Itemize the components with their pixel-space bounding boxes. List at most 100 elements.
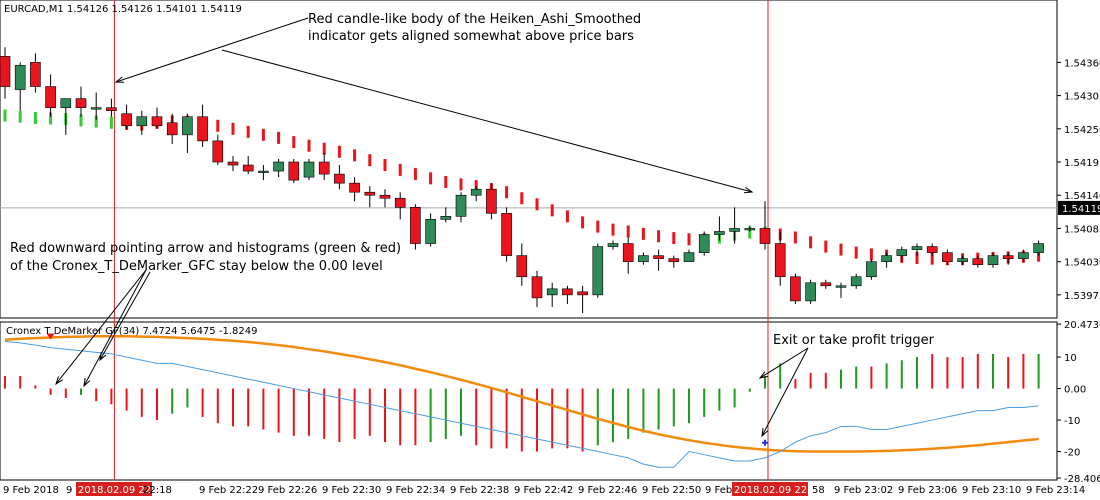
axis-layer: 1.54360 1.54305 1.54250 1.54195 1.54140 1.540… [3, 17, 1100, 496]
annotation-pointer [761, 347, 809, 437]
indicator-tick-label: 20.4736 [1064, 320, 1100, 331]
candle-body [288, 161, 300, 181]
heiken-ashi-bar [277, 131, 281, 144]
candle-body [349, 182, 360, 193]
price-tick-label: 1.54195 [1064, 158, 1100, 169]
time-tick-label: 9 Feb 23:06 [898, 485, 957, 496]
heiken-ashi-bar [687, 233, 691, 246]
price-tick-label: 1.54140 [1064, 191, 1100, 202]
annotation-demarker-line2: of the Cronex_T_DeMarker_GFC stay below … [10, 259, 383, 274]
annotation-arrowhead [743, 186, 754, 194]
candle-body [90, 107, 102, 110]
candle-body [926, 246, 938, 253]
candle-body [896, 249, 908, 256]
annotation-demarker-line1: Red downward pointing arrow and histogra… [10, 241, 401, 256]
demarker-main-line [4, 340, 1039, 468]
time-tick-label: 9 [66, 485, 72, 496]
candle-body [0, 56, 11, 87]
candle-body [698, 234, 710, 253]
heiken-ashi-bar [94, 115, 98, 128]
candle-body [942, 252, 953, 262]
candle-body [546, 288, 558, 296]
heiken-ashi-bar [368, 154, 372, 167]
indicator-tick-label: 0.00 [1064, 385, 1086, 396]
candle-body [486, 188, 497, 214]
candle-body [45, 86, 56, 108]
candle-body [455, 194, 467, 217]
heiken-ashi-bar [657, 230, 661, 243]
time-tick-label: 9 Feb 22:42 [514, 485, 573, 496]
candle-body [1002, 255, 1014, 259]
candle-body [622, 243, 634, 262]
heiken-ashi-bar [550, 204, 554, 217]
time-tick-label: 9 Feb 22:50 [642, 485, 701, 496]
candle-body [106, 107, 117, 111]
indicator-layer [4, 333, 1040, 468]
time-tick-label: 9 Feb 23:02 [834, 485, 893, 496]
candle-body [394, 197, 406, 208]
heiken-ashi-bar [459, 178, 463, 191]
heiken-ashi-bar [930, 252, 934, 265]
candle-body [607, 243, 619, 247]
candle-body [227, 161, 239, 166]
annotation-arrowhead [83, 378, 91, 388]
heiken-ashi-bar [398, 163, 402, 176]
cross-marker-icon [762, 439, 768, 446]
heiken-ashi-bar [18, 110, 22, 123]
candle-body [334, 173, 345, 184]
price-tick-label: 1.54030 [1064, 258, 1100, 269]
candle-body [410, 207, 421, 244]
heiken-ashi-bar [383, 159, 387, 172]
candle-body [790, 276, 801, 302]
time-tick-label: 9 Feb 22:38 [450, 485, 509, 496]
heiken-ashi-bar [49, 112, 53, 125]
annotation-pointer [221, 49, 753, 193]
time-tick-label: 9 Feb 22:22 [199, 485, 258, 496]
price-tick-label: 1.53975 [1064, 291, 1100, 302]
annotation-arrowhead [99, 352, 107, 362]
candle-body [531, 276, 543, 299]
candle-body [987, 255, 999, 265]
symbol-header: EURCAD,M1 1.54126 1.54126 1.54101 1.5411… [4, 4, 242, 15]
candle-body [744, 228, 756, 231]
heiken-ashi-bar [565, 210, 569, 223]
annotation-heiken-line2: indicator gets aligned somewhat above pr… [308, 29, 634, 44]
annotation-exit-trigger: Exit or take profit trigger [773, 333, 935, 348]
candle-body [881, 255, 892, 262]
heiken-ashi-bar [505, 186, 509, 199]
candle-body [136, 116, 148, 127]
time-marker-label: 2018.02.09 22:17 [78, 485, 167, 496]
heiken-ashi-bar [307, 139, 311, 152]
heiken-ashi-bar [231, 122, 235, 135]
candle-body [972, 258, 984, 265]
heiken-ashi-bar [353, 149, 357, 162]
indicator-header: Cronex T DeMarker GF(34) 7.4724 5.6475 -… [6, 326, 257, 337]
heiken-ashi-bar [337, 145, 341, 158]
heiken-ashi-bar [854, 246, 858, 259]
candle-body [759, 228, 771, 244]
heiken-ashi-bar [109, 116, 113, 129]
candle-body [729, 228, 740, 232]
annotation-pointer [55, 269, 147, 385]
candle-body [653, 255, 664, 259]
candle-body [273, 161, 284, 172]
heiken-ashi-bar [413, 168, 417, 181]
heiken-ashi-bar [520, 192, 524, 205]
candle-body [501, 213, 512, 256]
candle-body [197, 116, 208, 142]
heiken-ashi-bar [672, 232, 676, 245]
heiken-ashi-bar [3, 109, 7, 122]
heiken-ashi-bar [33, 111, 37, 124]
candle-body [866, 261, 877, 278]
candle-body [30, 62, 41, 87]
candle-body [835, 285, 847, 288]
heiken-ashi-bar [641, 227, 645, 240]
candle-body [14, 65, 26, 90]
candle-body [774, 243, 786, 278]
annotation-pointer [759, 347, 809, 379]
candle-body [121, 113, 132, 127]
candle-body [318, 161, 330, 175]
candle-body [714, 231, 725, 235]
time-tick-label: 22:18 [143, 485, 172, 496]
